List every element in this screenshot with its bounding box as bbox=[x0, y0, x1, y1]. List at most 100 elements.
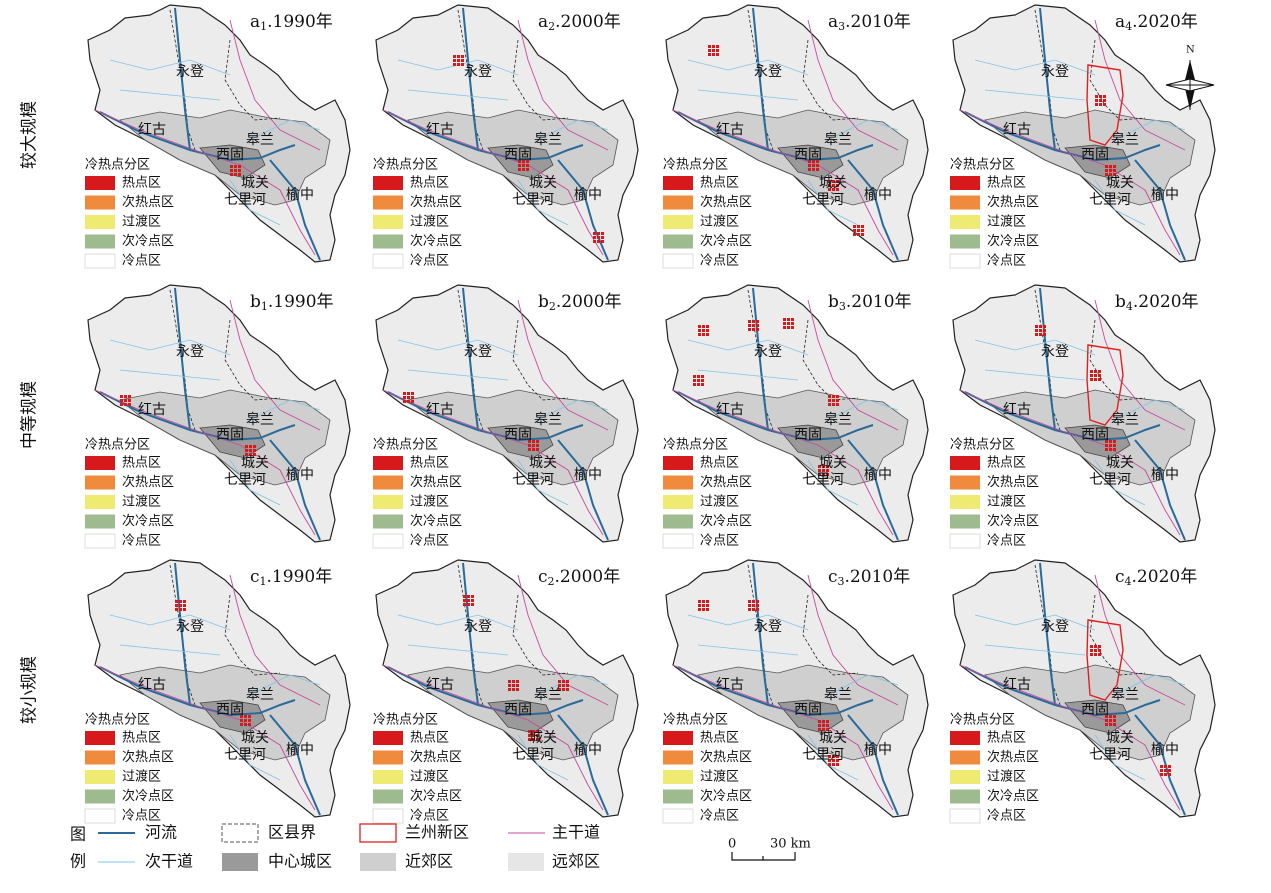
hotspot-cell bbox=[832, 755, 835, 758]
hotspot-cell bbox=[698, 604, 701, 607]
hotspot-cell bbox=[128, 403, 131, 406]
hotspot-cell bbox=[1099, 99, 1102, 102]
hotspot-cell bbox=[1098, 378, 1101, 381]
hotspot-cell bbox=[836, 180, 839, 183]
hotspot-cell bbox=[175, 604, 178, 607]
hotspot-cell bbox=[836, 184, 839, 187]
hotspot-cell bbox=[558, 680, 561, 683]
legend-label: 次冷点区 bbox=[700, 233, 752, 249]
place-name: 红古 bbox=[138, 677, 166, 693]
panel-year: .2020年 bbox=[1132, 567, 1198, 587]
panel-sub: 4 bbox=[1125, 575, 1132, 588]
panel-sub: 4 bbox=[1126, 300, 1133, 313]
hotspot-cell bbox=[463, 603, 466, 606]
new-district-outline bbox=[1086, 619, 1124, 701]
hotspot-cell bbox=[1090, 370, 1093, 373]
legend-swatch bbox=[950, 176, 980, 190]
place-name: 城关 bbox=[241, 175, 269, 191]
hotspot-cell bbox=[702, 600, 705, 603]
hotspot-cell bbox=[828, 759, 831, 762]
hotspot-cell bbox=[756, 324, 759, 327]
legend-swatch bbox=[663, 514, 693, 529]
hotspot-cell bbox=[791, 318, 794, 321]
legend-swatch bbox=[85, 731, 115, 745]
legend-swatch bbox=[662, 533, 694, 549]
hotspot-cell bbox=[748, 320, 751, 323]
legend-swatch bbox=[663, 475, 693, 490]
hotspot-cell bbox=[518, 168, 521, 171]
panel-year: .1990年 bbox=[267, 567, 333, 587]
place-name: 西固 bbox=[1081, 147, 1109, 163]
hotspot-cell bbox=[1113, 448, 1116, 451]
hotspot-cell bbox=[1099, 95, 1102, 98]
panel-year: .2000年 bbox=[555, 567, 621, 587]
hotspot-cell bbox=[836, 759, 839, 762]
hotspot-cell bbox=[748, 604, 751, 607]
hotspot-cell bbox=[712, 49, 715, 52]
row-label: 较小规模 bbox=[20, 656, 40, 724]
legend-swatch bbox=[663, 495, 693, 509]
legend-label: 次热点区 bbox=[122, 749, 174, 765]
legend-label: 冷点区 bbox=[700, 254, 739, 269]
hotspot-cell bbox=[601, 232, 604, 235]
legend-swatch bbox=[663, 731, 693, 745]
hotspot-cell bbox=[706, 325, 709, 328]
legend-swatch bbox=[950, 475, 980, 490]
place-name: 榆中 bbox=[286, 467, 314, 483]
place-name: 西固 bbox=[216, 702, 244, 718]
hotspot-cell bbox=[783, 326, 786, 329]
hotspot-cell bbox=[816, 164, 819, 167]
panel-legend-title: 冷热点分区 bbox=[663, 438, 728, 453]
hotspot-cell bbox=[532, 440, 535, 443]
row-label: 较大规模 bbox=[20, 101, 40, 169]
hotspot-cell bbox=[124, 403, 127, 406]
place-name: 红古 bbox=[716, 677, 744, 693]
hotspot-cell bbox=[508, 680, 511, 683]
place-name: 永登 bbox=[176, 344, 204, 360]
near-swatch bbox=[360, 853, 396, 871]
hotspot-cell bbox=[826, 473, 829, 476]
hotspot-cell bbox=[697, 383, 700, 386]
place-name: 西固 bbox=[504, 427, 532, 443]
panel-legend-title: 冷热点分区 bbox=[85, 158, 150, 173]
place-name: 红古 bbox=[138, 402, 166, 418]
hotspot-cell bbox=[124, 399, 127, 402]
legend-swatch bbox=[84, 808, 116, 824]
hotspot-cell bbox=[836, 188, 839, 191]
panel-sub: 2 bbox=[548, 20, 555, 33]
hotspot-cell bbox=[706, 608, 709, 611]
hotspot-cell bbox=[471, 603, 474, 606]
legend-swatch bbox=[663, 215, 693, 229]
legend-swatch bbox=[373, 176, 403, 190]
panel-letter: c bbox=[538, 567, 548, 587]
hotspot-cell bbox=[1103, 99, 1106, 102]
hotspot-cell bbox=[698, 608, 701, 611]
hotspot-cell bbox=[756, 328, 759, 331]
legend-label: 次热点区 bbox=[410, 194, 462, 210]
hotspot-cell bbox=[701, 379, 704, 382]
scale-end: 30 km bbox=[770, 837, 811, 852]
hotspot-cell bbox=[453, 63, 456, 66]
place-name: 永登 bbox=[176, 619, 204, 635]
legend-label: 次热点区 bbox=[700, 749, 752, 765]
hotspot-cell bbox=[836, 755, 839, 758]
panel-legend-title: 冷热点分区 bbox=[373, 438, 438, 453]
hotspot-cell bbox=[230, 169, 233, 172]
place-name: 红古 bbox=[426, 122, 454, 138]
hotspot-cell bbox=[1113, 169, 1116, 172]
place-name: 榆中 bbox=[864, 187, 892, 203]
hotspot-cell bbox=[1094, 374, 1097, 377]
hotspot-cell bbox=[853, 229, 856, 232]
hotspot-cell bbox=[403, 392, 406, 395]
place-name: 皋兰 bbox=[246, 132, 274, 148]
place-name: 皋兰 bbox=[534, 687, 562, 703]
hotspot-cell bbox=[1113, 719, 1116, 722]
legend-label: 冷点区 bbox=[410, 254, 449, 269]
hotspot-cell bbox=[698, 325, 701, 328]
hotspot-cell bbox=[752, 328, 755, 331]
legend-label: 兰州新区 bbox=[405, 823, 469, 842]
